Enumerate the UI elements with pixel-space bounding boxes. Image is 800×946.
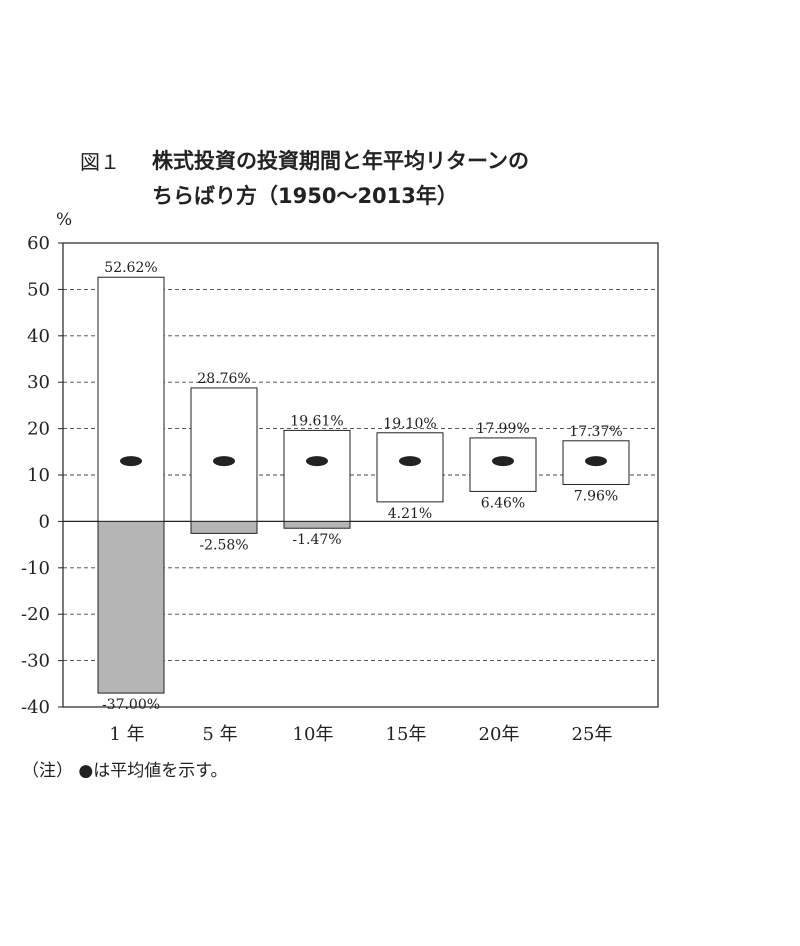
bar-max-label: 17.99% bbox=[476, 421, 529, 437]
figure-label: 図１ bbox=[80, 150, 120, 174]
bar-positive-part bbox=[97, 276, 165, 522]
bar-max-label: 19.61% bbox=[290, 413, 343, 429]
mean-marker bbox=[306, 456, 328, 467]
bar-max-label: 28.76% bbox=[197, 371, 250, 387]
x-tick-label: 25年 bbox=[572, 724, 613, 745]
y-axis-unit: % bbox=[56, 210, 73, 230]
y-tick-label: 20 bbox=[27, 419, 50, 440]
y-tick-label: 0 bbox=[39, 511, 50, 532]
mean-marker bbox=[492, 456, 514, 467]
y-tick-label: 60 bbox=[27, 233, 50, 254]
y-tick-label: -40 bbox=[21, 697, 50, 718]
x-tick-label: 10年 bbox=[293, 724, 334, 745]
y-tick-label: -30 bbox=[21, 651, 50, 672]
bar-negative-part bbox=[283, 520, 351, 529]
x-tick-label: 5 年 bbox=[202, 724, 237, 745]
bar-max-label: 19.10% bbox=[383, 416, 436, 432]
x-tick-label: 1 年 bbox=[109, 724, 144, 745]
mean-marker bbox=[585, 456, 607, 467]
footnote-text: は平均値を示す。 bbox=[93, 761, 228, 781]
bar-positive-part bbox=[190, 387, 258, 522]
footnote-prefix: （注） bbox=[22, 761, 73, 781]
bar-positive-part bbox=[283, 429, 351, 522]
y-tick-label: 50 bbox=[27, 279, 50, 300]
x-tick-label: 15年 bbox=[386, 724, 427, 745]
bar-range bbox=[376, 432, 444, 503]
mean-marker bbox=[213, 456, 235, 467]
y-tick-label: 10 bbox=[27, 465, 50, 486]
x-tick-label: 20年 bbox=[479, 724, 520, 745]
bar-negative-part bbox=[97, 520, 165, 694]
mean-marker-icon: ● bbox=[78, 761, 94, 781]
y-tick-label: -10 bbox=[21, 558, 50, 579]
y-tick-label: -20 bbox=[21, 604, 50, 625]
chart-title-line-2: ちらばり方（1950〜2013年） bbox=[152, 184, 458, 208]
mean-marker bbox=[399, 456, 421, 467]
bar-min-label: 7.96% bbox=[574, 488, 618, 504]
bar-min-label: 6.46% bbox=[481, 495, 525, 511]
bar-min-label: -2.58% bbox=[199, 537, 248, 553]
bar-max-label: 17.37% bbox=[569, 424, 622, 440]
bar-negative-part bbox=[190, 520, 258, 534]
bar-min-label: -37.00% bbox=[102, 697, 160, 713]
bar-max-label: 52.62% bbox=[104, 260, 157, 276]
mean-marker bbox=[120, 456, 142, 467]
y-tick-label: 30 bbox=[27, 372, 50, 393]
chart-title-line-1: 株式投資の投資期間と年平均リターンの bbox=[152, 149, 529, 173]
bar-min-label: 4.21% bbox=[388, 506, 432, 522]
bar-min-label: -1.47% bbox=[292, 532, 341, 548]
footnote: （注） ●は平均値を示す。 bbox=[22, 756, 228, 781]
y-tick-label: 40 bbox=[27, 326, 50, 347]
